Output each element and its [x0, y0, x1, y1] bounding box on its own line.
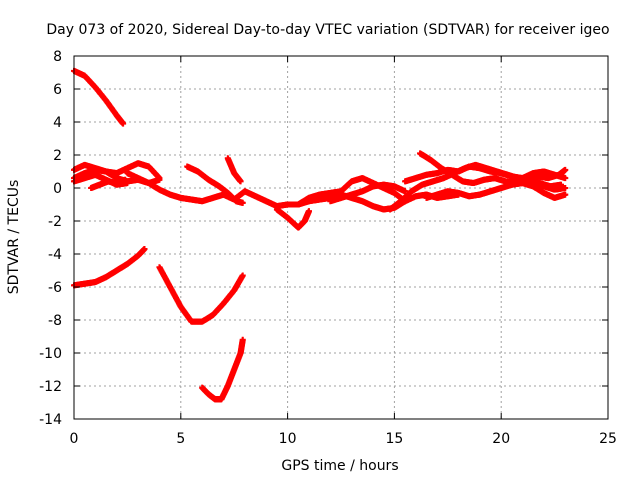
data-point: [239, 199, 246, 206]
series-band-h: [273, 206, 312, 231]
data-point: [562, 191, 569, 198]
data-points: [71, 67, 569, 403]
data-point: [239, 336, 246, 343]
y-tick-label: 4: [53, 115, 62, 131]
y-tick-label: -10: [39, 346, 62, 362]
grid-lines: [74, 56, 608, 419]
data-point: [562, 175, 569, 182]
series-band-f: [184, 163, 246, 206]
y-tick-label: -14: [39, 412, 62, 428]
data-point: [562, 166, 569, 173]
y-axis-label: SDTVAR / TECUs: [6, 180, 22, 295]
data-point: [237, 178, 244, 185]
series-band-j: [327, 181, 409, 205]
y-tick-label: 0: [53, 181, 62, 197]
x-tick-label: 5: [176, 431, 185, 447]
data-point: [124, 180, 131, 187]
y-tick-label: 6: [53, 82, 62, 98]
chart-title: Day 073 of 2020, Sidereal Day-to-day VTE…: [46, 22, 609, 38]
y-tick-label: -12: [39, 379, 62, 395]
y-tick-label: 2: [53, 148, 62, 164]
series-band-g: [224, 155, 244, 185]
data-point: [402, 188, 409, 195]
x-tick-label: 10: [279, 431, 297, 447]
data-point: [122, 176, 129, 183]
data-point: [120, 120, 127, 127]
series-band-n: [423, 180, 569, 201]
data-point: [562, 185, 569, 191]
x-axis-ticks: 0 5 10 15 20 25: [70, 56, 617, 447]
x-tick-label: 0: [70, 431, 79, 447]
x-tick-label: 15: [385, 431, 403, 447]
x-tick-label: 20: [492, 431, 510, 447]
series-band-i: [295, 175, 409, 208]
data-point: [239, 272, 246, 279]
series-arc-deepest: [199, 336, 246, 403]
y-tick-label: -2: [48, 214, 62, 230]
series-band-d: [88, 176, 129, 191]
y-tick-label: -8: [48, 313, 62, 329]
y-tick-label: -6: [48, 280, 62, 296]
x-axis-label: GPS time / hours: [281, 458, 398, 474]
data-point: [305, 208, 312, 215]
y-tick-label: 8: [53, 49, 62, 65]
data-point: [156, 176, 163, 183]
series-band-o: [498, 168, 569, 182]
series-arc-lower-left: [71, 246, 148, 289]
series-arc-deep-bowl: [156, 264, 246, 325]
x-tick-label: 25: [599, 431, 617, 447]
plot-frame: [73, 55, 609, 420]
series-arc-high: [71, 67, 127, 127]
y-axis-ticks: -14 -12 -10 -8 -6 -4 -2 0 2 4 6 8: [39, 49, 608, 428]
data-point: [141, 246, 148, 253]
y-tick-label: -4: [48, 247, 62, 263]
